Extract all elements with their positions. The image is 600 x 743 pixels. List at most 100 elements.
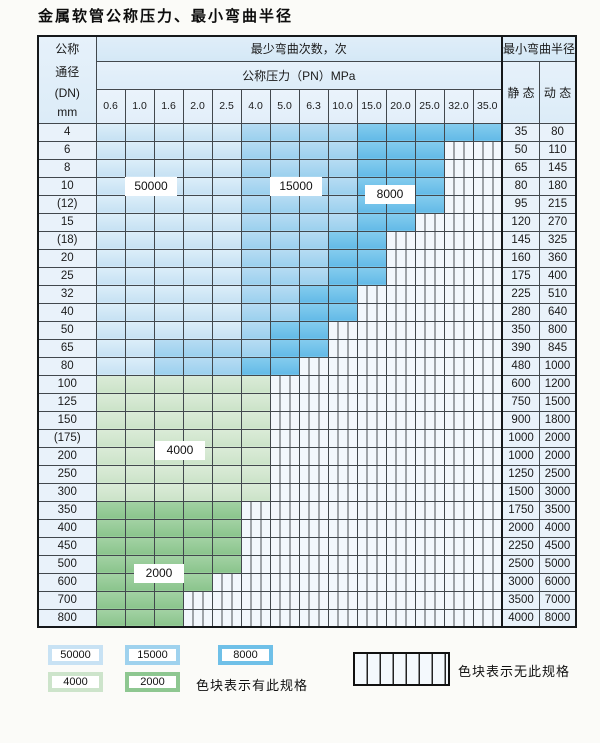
zone-cell: [95, 266, 126, 286]
zone-cell: [182, 122, 213, 142]
pressure-column-header: 4.0: [240, 88, 271, 124]
dynamic-radius-cell: 270: [539, 212, 577, 232]
zone-cell: [356, 284, 387, 304]
zone-cell: [95, 302, 126, 322]
zone-cell: [327, 230, 358, 250]
zone-cell: [95, 230, 126, 250]
zone-cell: [182, 266, 213, 286]
dn-cell: 50: [37, 320, 97, 340]
zone-cell: [356, 212, 387, 232]
dynamic-radius-cell: 2500: [539, 464, 577, 484]
zone-cell: [472, 500, 503, 520]
zone-cell: [124, 122, 155, 142]
static-radius-cell: 80: [501, 176, 541, 196]
zone-cell: [298, 392, 329, 412]
zone-cell: [269, 212, 300, 232]
zone-cell: [327, 410, 358, 430]
dynamic-radius-cell: 110: [539, 140, 577, 160]
zone-cell: [327, 590, 358, 610]
header-row: 公称 通径 (DN) mm 最少弯曲次数，次 最小弯曲半径: [37, 35, 577, 124]
dynamic-radius-cell: 180: [539, 176, 577, 196]
cycle-count-label: 15000: [270, 177, 322, 196]
zone-cell: [443, 338, 474, 358]
zone-cell: [298, 572, 329, 592]
zone-cell: [443, 446, 474, 466]
zone-cell: [356, 302, 387, 322]
cycle-count-label: 50000: [125, 177, 177, 196]
dn-header-line: 通径: [55, 64, 80, 79]
zone-cell: [269, 500, 300, 520]
zone-cell: [124, 482, 155, 502]
zone-cell: [211, 590, 242, 610]
zone-cell: [472, 122, 503, 142]
zone-cell: [385, 536, 416, 556]
zone-cell: [124, 266, 155, 286]
static-radius-cell: 35: [501, 122, 541, 142]
spec-table: 公称 通径 (DN) mm 最少弯曲次数，次 最小弯曲半径 公称压力（PN）MPa 静 态动 …: [37, 35, 578, 628]
zone-cell: [124, 446, 155, 466]
zone-cell: [356, 158, 387, 178]
static-radius-cell: 350: [501, 320, 541, 340]
zone-cell: [95, 248, 126, 268]
zone-cell: [443, 176, 474, 196]
zone-cell: [414, 230, 445, 250]
zone-cell: [95, 518, 126, 538]
dn-cell: 300: [37, 482, 97, 502]
dn-cell: 20: [37, 248, 97, 268]
zone-cell: [211, 374, 242, 394]
zone-cell: [443, 608, 474, 628]
zone-cell: [385, 356, 416, 376]
pressure-column-header: 2.0: [182, 88, 213, 124]
zone-cell: [211, 230, 242, 250]
zone-cell: [298, 410, 329, 430]
bend-times-header: 最少弯曲次数，次: [95, 35, 503, 62]
dn-cell: (12): [37, 194, 97, 214]
zone-cell: [443, 410, 474, 430]
zone-cell: [443, 590, 474, 610]
zone-cell: [153, 338, 184, 358]
legend-swatch-label: 50000: [52, 649, 99, 661]
zone-cell: [95, 446, 126, 466]
zone-cell: [153, 122, 184, 142]
zone-cell: [182, 176, 213, 196]
zone-cell: [385, 374, 416, 394]
zone-cell: [269, 464, 300, 484]
zone-cell: [414, 572, 445, 592]
zone-cell: [240, 122, 271, 142]
zone-cell: [211, 536, 242, 556]
zone-cell: [240, 248, 271, 268]
zone-cell: [211, 428, 242, 448]
pressure-column-header: 35.0: [472, 88, 503, 124]
dynamic-radius-cell: 8000: [539, 608, 577, 628]
zone-cell: [414, 608, 445, 628]
pressure-column-header: 5.0: [269, 88, 300, 124]
zone-cell: [414, 536, 445, 556]
dynamic-radius-cell: 4000: [539, 518, 577, 538]
zone-cell: [211, 608, 242, 628]
zone-cell: [327, 482, 358, 502]
zone-cell: [414, 482, 445, 502]
zone-cell: [443, 392, 474, 412]
zone-cell: [356, 482, 387, 502]
zone-cell: [95, 500, 126, 520]
zone-cell: [182, 212, 213, 232]
dn-cell: 700: [37, 590, 97, 610]
zone-cell: [443, 212, 474, 232]
table-row: 250 1250 2500: [37, 464, 577, 484]
zone-cell: [153, 536, 184, 556]
dynamic-radius-cell: 80: [539, 122, 577, 142]
dn-header-line: mm: [57, 105, 78, 120]
zone-cell: [211, 212, 242, 232]
dn-cell: 500: [37, 554, 97, 574]
static-radius-cell: 1000: [501, 446, 541, 466]
zone-cell: [240, 572, 271, 592]
legend-swatch: 50000: [48, 645, 103, 665]
table-row: 150 900 1800: [37, 410, 577, 430]
zone-cell: [472, 572, 503, 592]
dynamic-radius-cell: 1000: [539, 356, 577, 376]
dn-cell: 800: [37, 608, 97, 628]
zone-cell: [472, 554, 503, 574]
table-row: 20 160 360: [37, 248, 577, 268]
zone-cell: [269, 518, 300, 538]
dn-cell: 6: [37, 140, 97, 160]
